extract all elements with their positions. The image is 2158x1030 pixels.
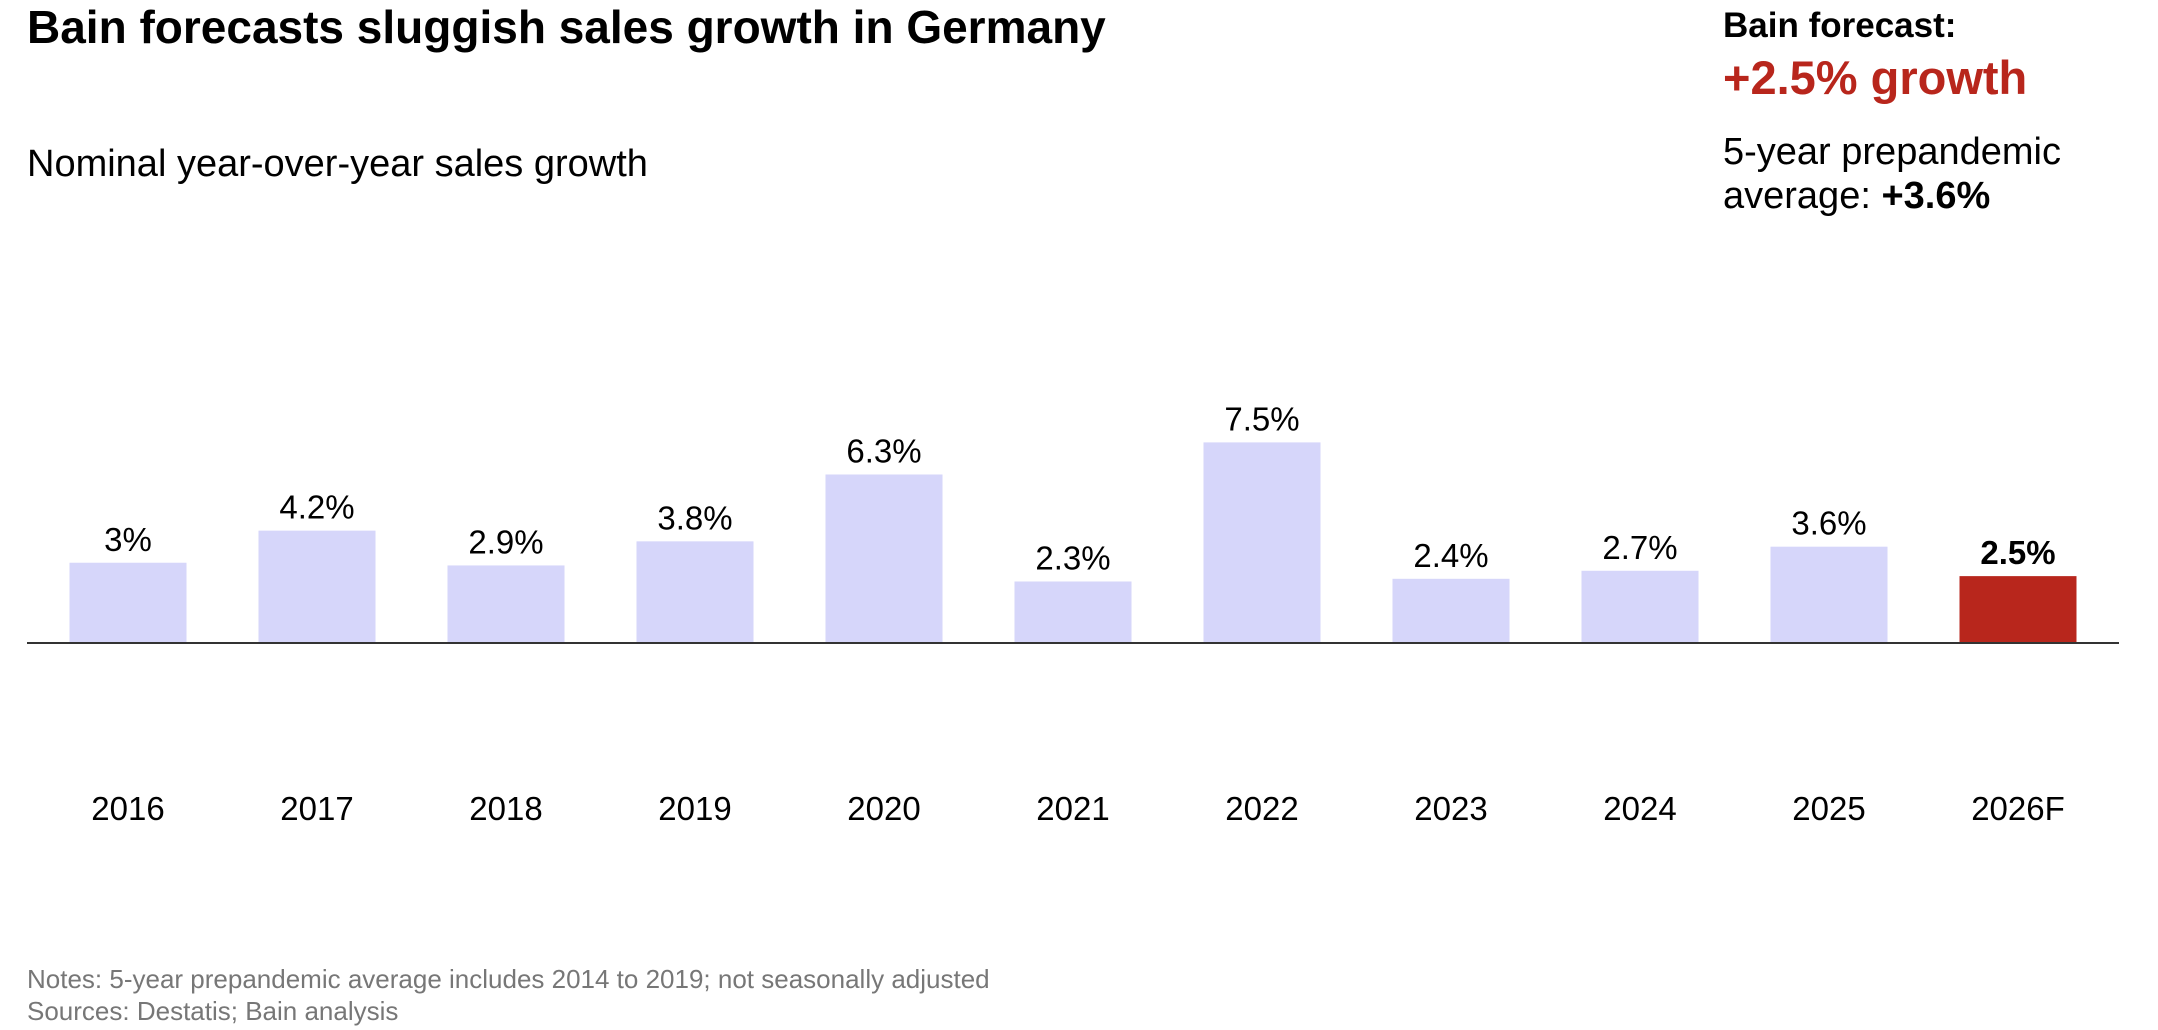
- callout-average: 5-year prepandemic average: +3.6%: [1723, 130, 2133, 218]
- bar: [447, 565, 565, 643]
- bar: [1770, 546, 1888, 643]
- value-label: 2.4%: [1413, 537, 1488, 574]
- bar: [1014, 581, 1132, 643]
- bar: [258, 530, 376, 643]
- value-label: 3.8%: [657, 499, 732, 536]
- x-tick-label: 2023: [1414, 790, 1487, 827]
- chart-title: Bain forecasts sluggish sales growth in …: [27, 1, 1106, 53]
- x-tick-label: 2020: [847, 790, 920, 827]
- bar: [636, 541, 754, 643]
- bar: [1959, 576, 2077, 643]
- x-tick-label: 2016: [91, 790, 164, 827]
- bar: [1203, 442, 1321, 643]
- value-label: 2.3%: [1035, 539, 1110, 576]
- bar: [1392, 578, 1510, 643]
- x-tick-label: 2019: [658, 790, 731, 827]
- sources: Sources: Destatis; Bain analysis: [27, 996, 399, 1026]
- value-label: 3.6%: [1791, 505, 1866, 542]
- x-tick-label: 2017: [280, 790, 353, 827]
- x-tick-label: 2021: [1036, 790, 1109, 827]
- value-label: 4.2%: [279, 489, 354, 526]
- callout-highlight: +2.5% growth: [1723, 51, 2028, 104]
- bar: [1581, 570, 1699, 643]
- x-tick-label: 2025: [1792, 790, 1865, 827]
- average-label: 5-year prepandemic average:: [1723, 131, 2061, 217]
- value-label: 3%: [104, 521, 152, 558]
- notes: Notes: 5-year prepandemic average includ…: [27, 964, 990, 994]
- x-tick-label: 2022: [1225, 790, 1298, 827]
- value-label: 7.5%: [1224, 400, 1299, 437]
- bar: [69, 562, 187, 643]
- bar: [825, 474, 943, 643]
- value-label: 2.9%: [468, 523, 543, 560]
- x-tick-label: 2024: [1603, 790, 1676, 827]
- value-label: 2.7%: [1602, 529, 1677, 566]
- x-tick-label: 2018: [469, 790, 542, 827]
- callout-heading: Bain forecast:: [1723, 6, 1957, 45]
- x-tick-label: 2026F: [1971, 790, 2065, 827]
- value-label: 6.3%: [846, 432, 921, 469]
- value-label: 2.5%: [1980, 534, 2055, 571]
- average-value: +3.6%: [1881, 175, 1991, 217]
- chart-subtitle: Nominal year-over-year sales growth: [27, 143, 648, 185]
